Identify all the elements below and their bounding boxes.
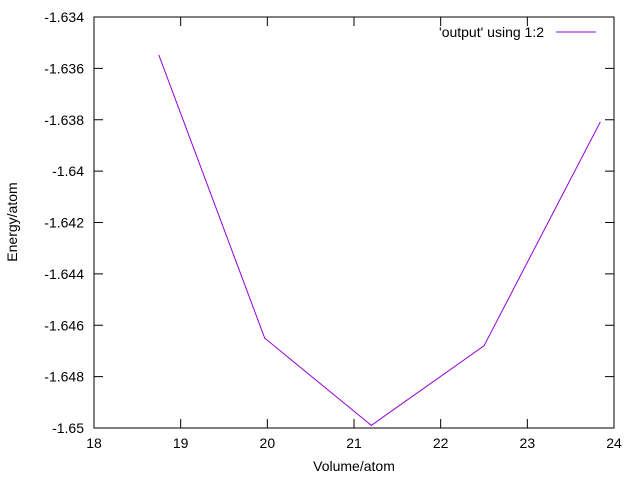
x-tick-label: 21	[346, 435, 362, 451]
y-tick-label: -1.644	[44, 266, 84, 282]
x-tick-label: 24	[606, 435, 622, 451]
x-axis: 18 19 20 21 22 23 24	[86, 17, 622, 451]
x-axis-label: Volume/atom	[313, 458, 395, 474]
y-axis-label: Energy/atom	[4, 182, 20, 261]
x-tick-label: 19	[173, 435, 189, 451]
series-line	[158, 55, 601, 427]
y-tick-label: -1.642	[44, 215, 84, 231]
y-tick-label: -1.634	[44, 9, 84, 25]
y-tick-label: -1.64	[52, 163, 84, 179]
x-tick-label: 22	[433, 435, 449, 451]
x-tick-label: 20	[260, 435, 276, 451]
y-tick-label: -1.648	[44, 369, 84, 385]
x-tick-label: 23	[520, 435, 536, 451]
y-axis: -1.65 -1.648 -1.646 -1.644 -1.642 -1.64 -1.638…	[44, 9, 614, 436]
data-point	[370, 424, 372, 427]
data-point	[483, 345, 485, 347]
legend-label: 'output' using 1:2	[439, 24, 544, 40]
data-point	[264, 337, 266, 339]
legend: 'output' using 1:2	[439, 24, 596, 40]
y-tick-label: -1.65	[52, 420, 84, 436]
y-tick-label: -1.646	[44, 317, 84, 333]
y-tick-label: -1.638	[44, 112, 84, 128]
data-point	[599, 121, 601, 123]
y-tick-label: -1.636	[44, 60, 84, 76]
x-tick-label: 18	[86, 435, 102, 451]
data-point	[158, 54, 160, 57]
plot-frame	[93, 16, 615, 429]
